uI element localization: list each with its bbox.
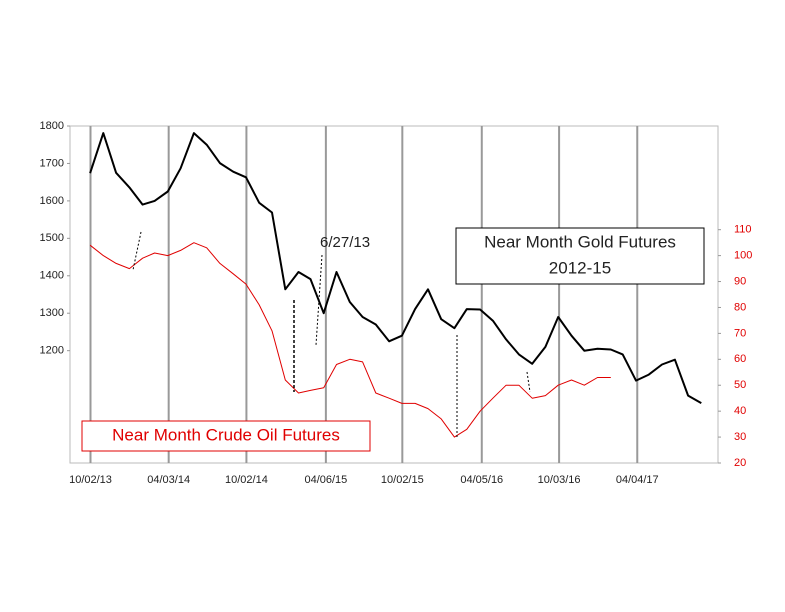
- lines: [89, 132, 702, 438]
- legend-box: [455, 227, 705, 285]
- annotation: 2012-15: [549, 258, 611, 277]
- y-tick-label: 1600: [40, 195, 64, 207]
- y2-tick-label: 90: [734, 275, 746, 287]
- y-tick-label: 1400: [40, 270, 64, 282]
- x-tick-label: 10/02/15: [381, 474, 424, 486]
- y2-tick-label: 20: [734, 457, 746, 469]
- y2-tick-label: 110: [734, 224, 752, 236]
- y-tick-label: 1500: [40, 232, 64, 244]
- series-line: [89, 132, 702, 404]
- annotation: 6/27/13: [320, 234, 370, 251]
- legend-label: Near Month Gold Futures: [484, 232, 676, 251]
- plot-frame: [69, 125, 719, 464]
- legend-box: [81, 420, 371, 452]
- series-line: [89, 242, 611, 438]
- y-tick-label: 1800: [40, 120, 64, 132]
- y2-tick-label: 50: [734, 379, 746, 391]
- y2-tick-label: 40: [734, 405, 746, 417]
- x-tick-label: 04/06/15: [304, 474, 347, 486]
- x-tick-label: 04/05/16: [460, 474, 503, 486]
- x-tick-label: 04/03/14: [147, 474, 190, 486]
- y-tick-label: 1300: [40, 307, 64, 319]
- x-tick-label: 10/03/16: [538, 474, 581, 486]
- x-tick-label: 04/04/17: [616, 474, 659, 486]
- annotation-leader: [526, 371, 531, 393]
- y2-tick-label: 100: [734, 250, 752, 262]
- annotation-leader: [132, 231, 142, 271]
- y-tick-label: 1200: [40, 345, 64, 357]
- y2-tick-label: 30: [734, 431, 746, 443]
- grid: [89, 126, 639, 463]
- annotation-leader: [315, 254, 323, 346]
- y2-tick-label: 70: [734, 327, 746, 339]
- y2-tick-label: 60: [734, 353, 746, 365]
- y2-tick-label: 80: [734, 301, 746, 313]
- x-tick-label: 10/02/13: [69, 474, 112, 486]
- x-tick-label: 10/02/14: [225, 474, 268, 486]
- legend-label: Near Month Crude Oil Futures: [112, 425, 340, 444]
- y-tick-label: 1700: [40, 157, 64, 169]
